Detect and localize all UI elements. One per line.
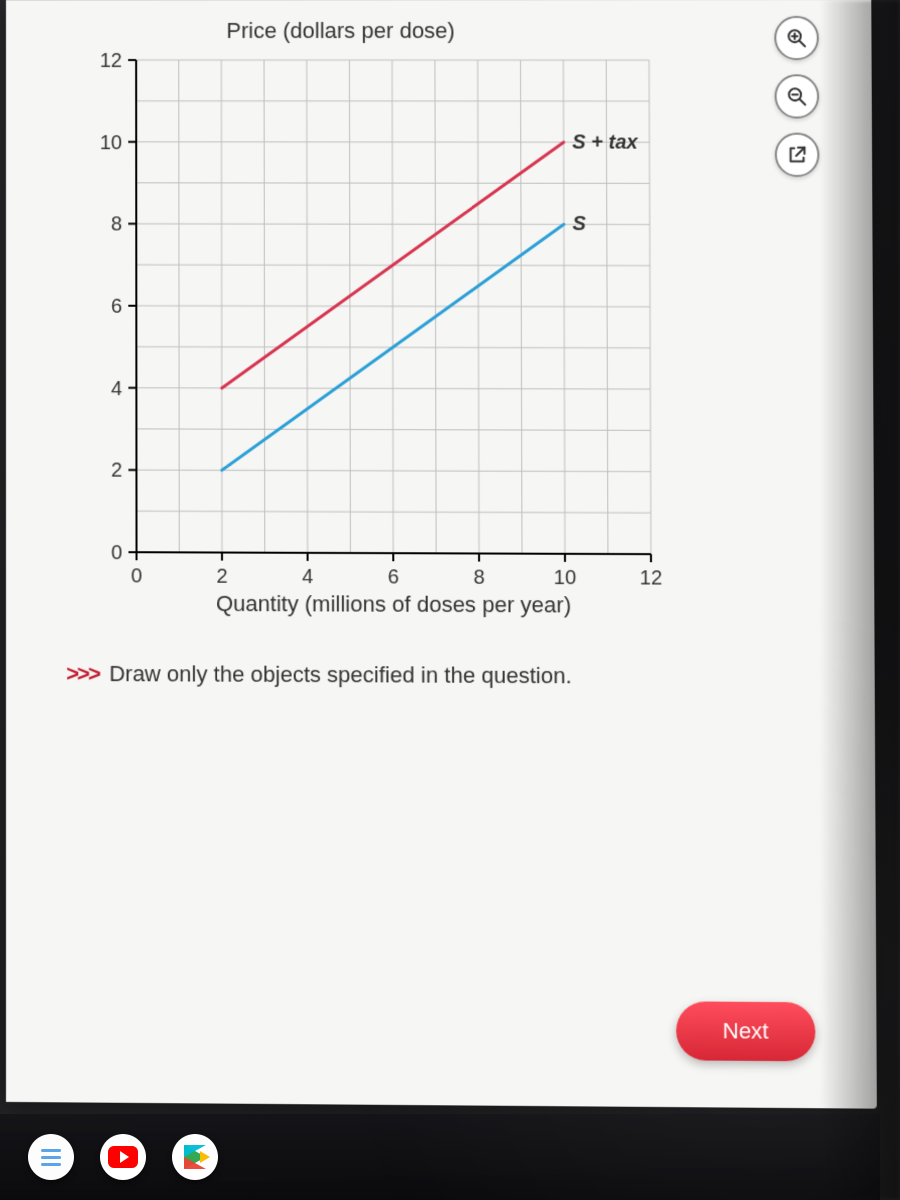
photo-vignette — [820, 0, 900, 1200]
zoom-in-button[interactable] — [774, 16, 819, 60]
taskbar-playstore-icon[interactable] — [172, 1134, 218, 1180]
x-axis-title: Quantity (millions of doses per year) — [216, 591, 571, 618]
instruction-line: >>> Draw only the objects specified in t… — [66, 661, 834, 691]
svg-text:10: 10 — [100, 132, 122, 154]
instruction-text: Draw only the objects specified in the q… — [109, 661, 572, 688]
taskbar — [0, 1114, 880, 1200]
svg-text:4: 4 — [302, 566, 313, 588]
svg-text:8: 8 — [473, 567, 484, 589]
taskbar-menu-icon[interactable] — [28, 1134, 74, 1180]
content-area: Price (dollars per dose) 0 2 4 6 8 10 12 0 2 4 6 8 1… — [66, 10, 836, 986]
chart-container: Price (dollars per dose) 0 2 4 6 8 10 12 0 2 4 6 8 1… — [66, 10, 712, 635]
svg-text:6: 6 — [111, 296, 122, 318]
open-new-icon — [786, 144, 808, 166]
supply-chart[interactable]: 0 2 4 6 8 10 12 0 2 4 6 8 10 12 S + tax S Quantity (mill… — [66, 10, 712, 635]
open-new-button[interactable] — [775, 133, 820, 177]
zoom-out-button[interactable] — [774, 74, 819, 118]
svg-text:8: 8 — [111, 214, 122, 236]
series-label-S + tax: S + tax — [572, 131, 639, 153]
chart-title: Price (dollars per dose) — [226, 18, 455, 44]
chart-controls — [774, 16, 819, 177]
svg-text:12: 12 — [100, 50, 122, 72]
svg-text:12: 12 — [640, 567, 663, 589]
svg-text:10: 10 — [554, 567, 577, 589]
app-window: Price (dollars per dose) 0 2 4 6 8 10 12 0 2 4 6 8 1… — [6, 0, 877, 1109]
instruction-prefix: >>> — [66, 661, 99, 686]
zoom-out-icon — [786, 85, 808, 107]
zoom-in-icon — [785, 27, 807, 49]
taskbar-youtube-icon[interactable] — [100, 1134, 146, 1180]
next-button[interactable]: Next — [676, 1001, 816, 1061]
series-label-S: S — [572, 213, 586, 235]
svg-text:0: 0 — [131, 565, 142, 587]
svg-text:6: 6 — [388, 566, 399, 588]
svg-text:0: 0 — [111, 542, 122, 564]
svg-text:4: 4 — [111, 378, 122, 400]
svg-text:2: 2 — [216, 566, 227, 588]
svg-text:2: 2 — [111, 460, 122, 482]
